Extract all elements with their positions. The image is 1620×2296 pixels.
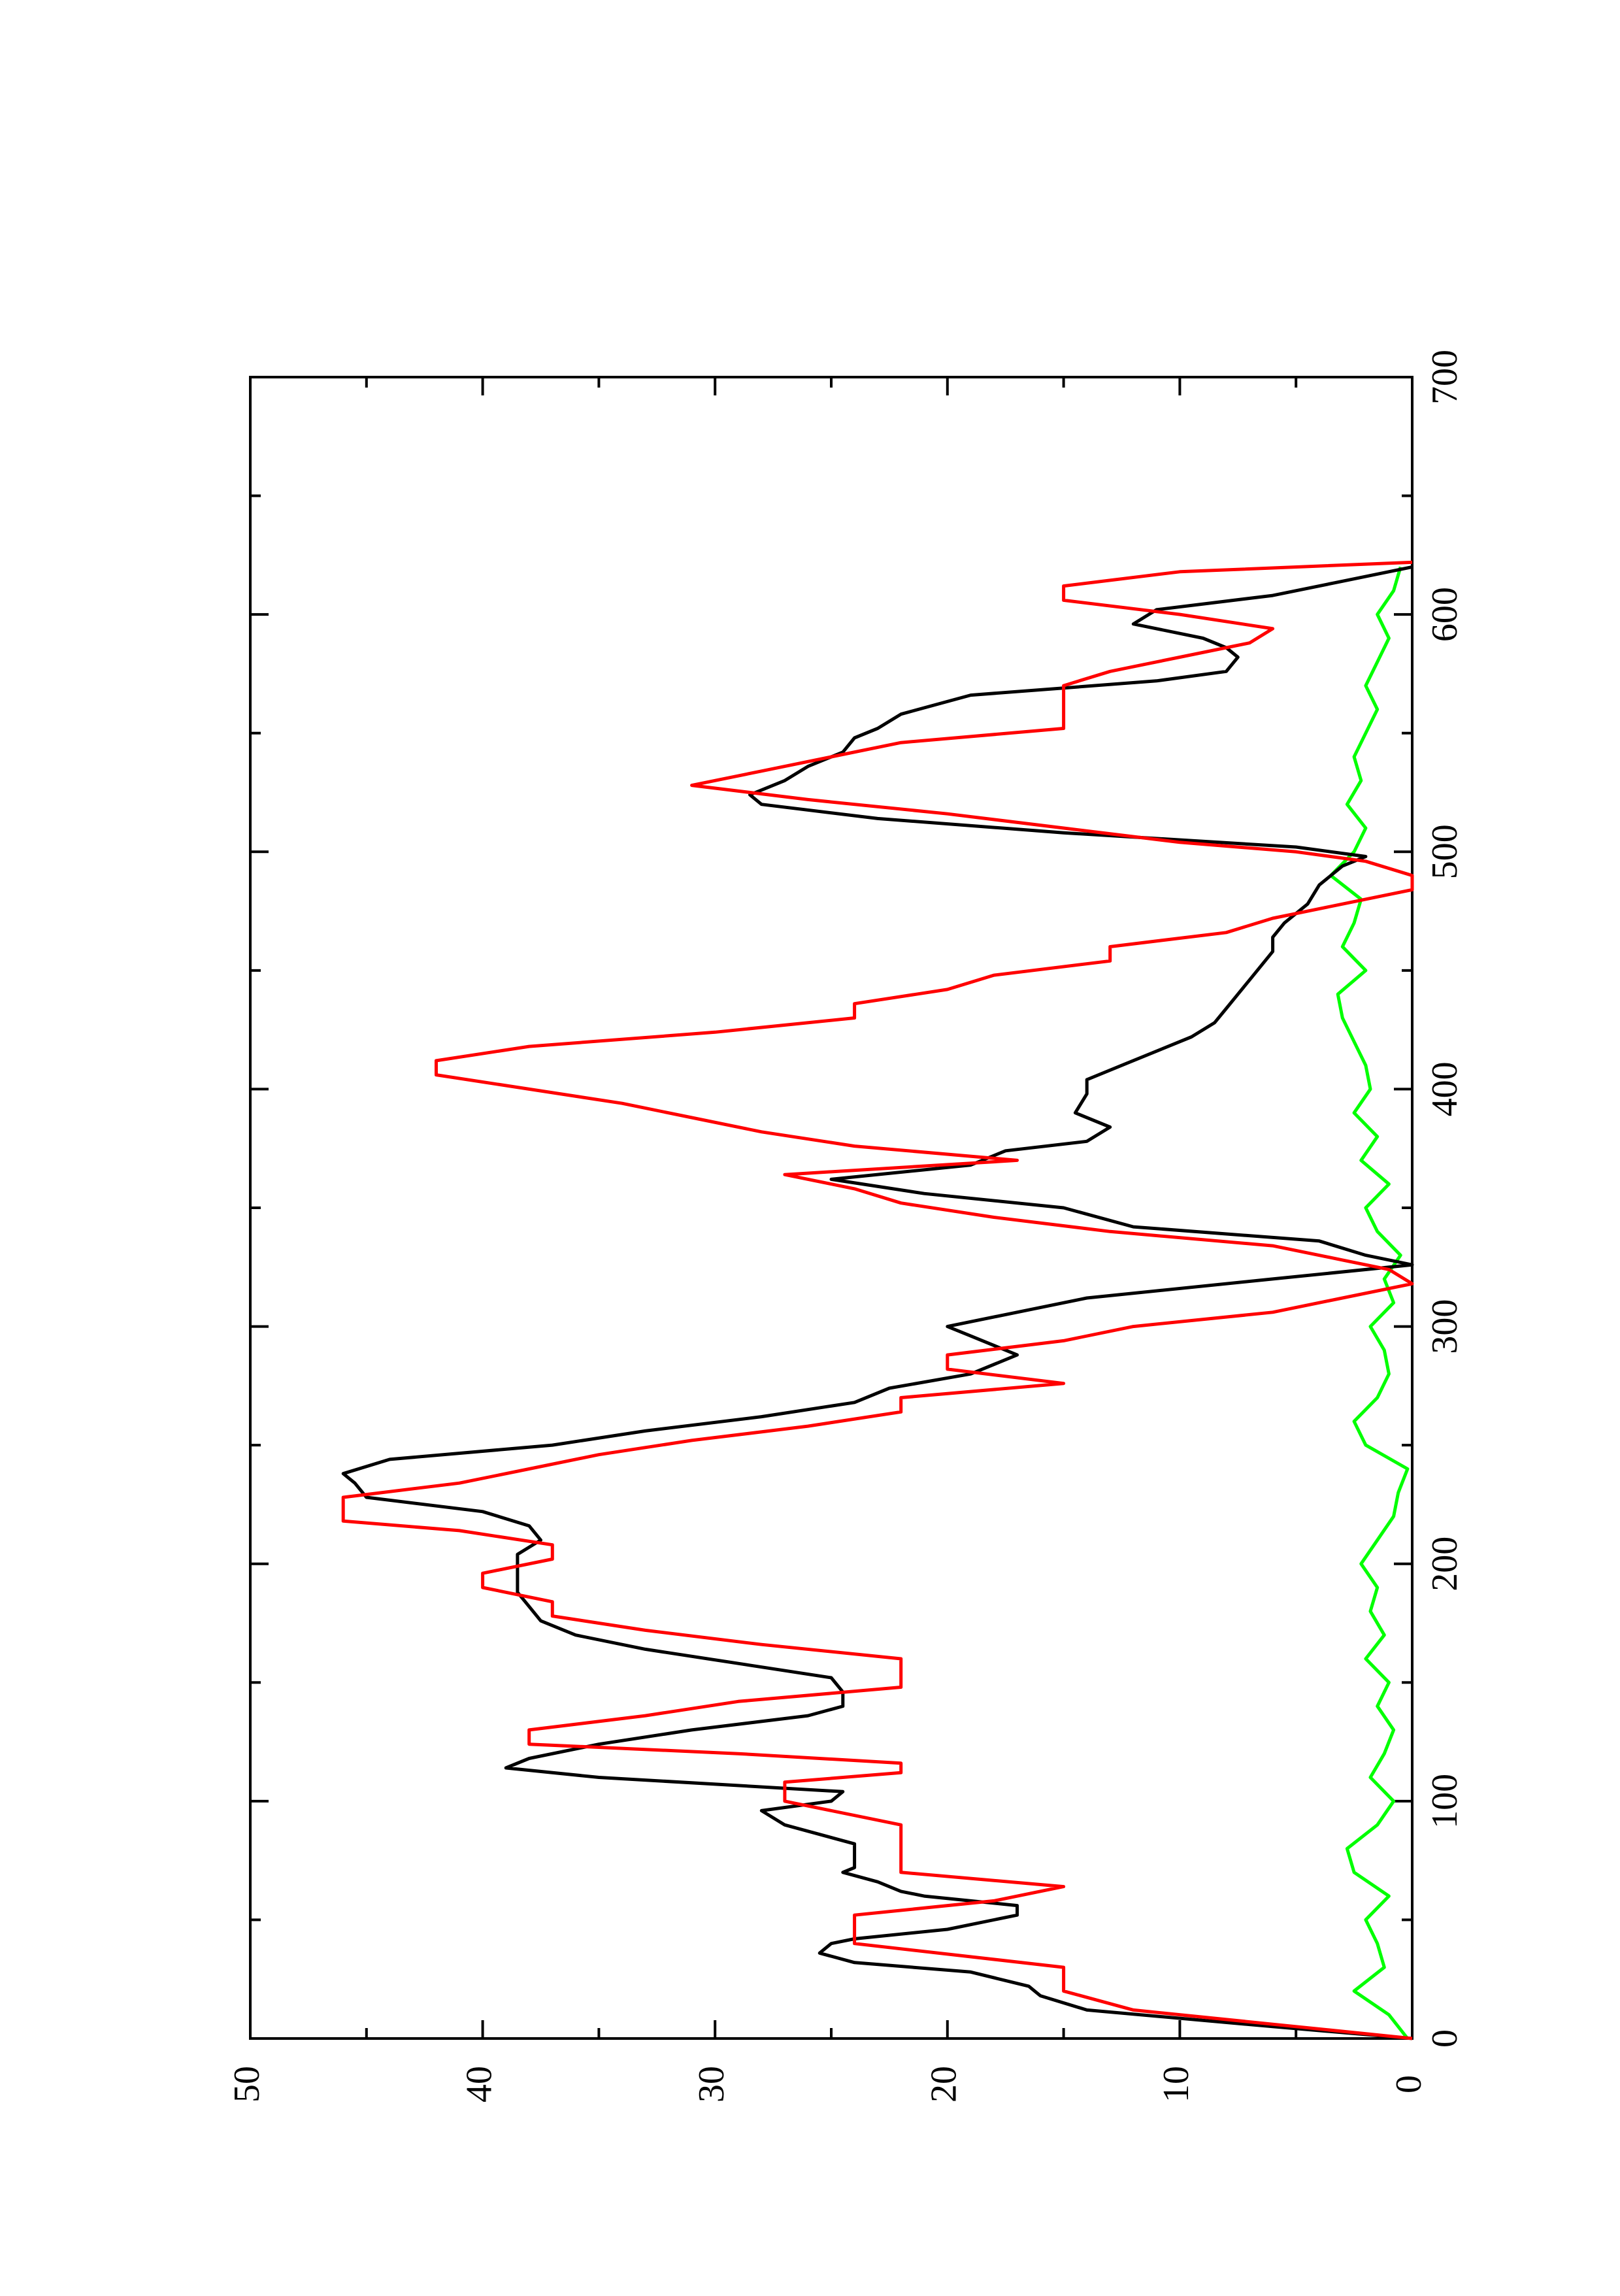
x-tick-label: 500 [1425, 824, 1465, 879]
x-tick-label: 700 [1425, 350, 1465, 405]
x-tick-label: 300 [1425, 1299, 1465, 1354]
x-axis: 0 100 200 300 400 500 600 700 [250, 350, 1465, 2048]
x-tick-label: 600 [1425, 587, 1465, 642]
y-tick-label: 50 [227, 2066, 267, 2103]
y-tick-label: 20 [924, 2066, 965, 2103]
series-line [341, 560, 1414, 2040]
series-line [341, 565, 1414, 2040]
series-layer [341, 560, 1414, 2040]
plot-frame [249, 376, 1413, 2040]
y-axis: 0 10 20 30 40 50 [227, 377, 1429, 2103]
x-tick-label: 200 [1425, 1537, 1465, 1591]
y-tick-label: 40 [459, 2066, 499, 2103]
x-tick-label: 400 [1425, 1061, 1465, 1116]
x-tick-label: 100 [1425, 1774, 1465, 1829]
y-tick-label: 10 [1156, 2066, 1197, 2103]
y-tick-label: 0 [1389, 2075, 1429, 2093]
series-line [1329, 566, 1410, 2040]
y-tick-label: 30 [691, 2066, 732, 2103]
x-tick-label: 0 [1425, 2029, 1465, 2048]
